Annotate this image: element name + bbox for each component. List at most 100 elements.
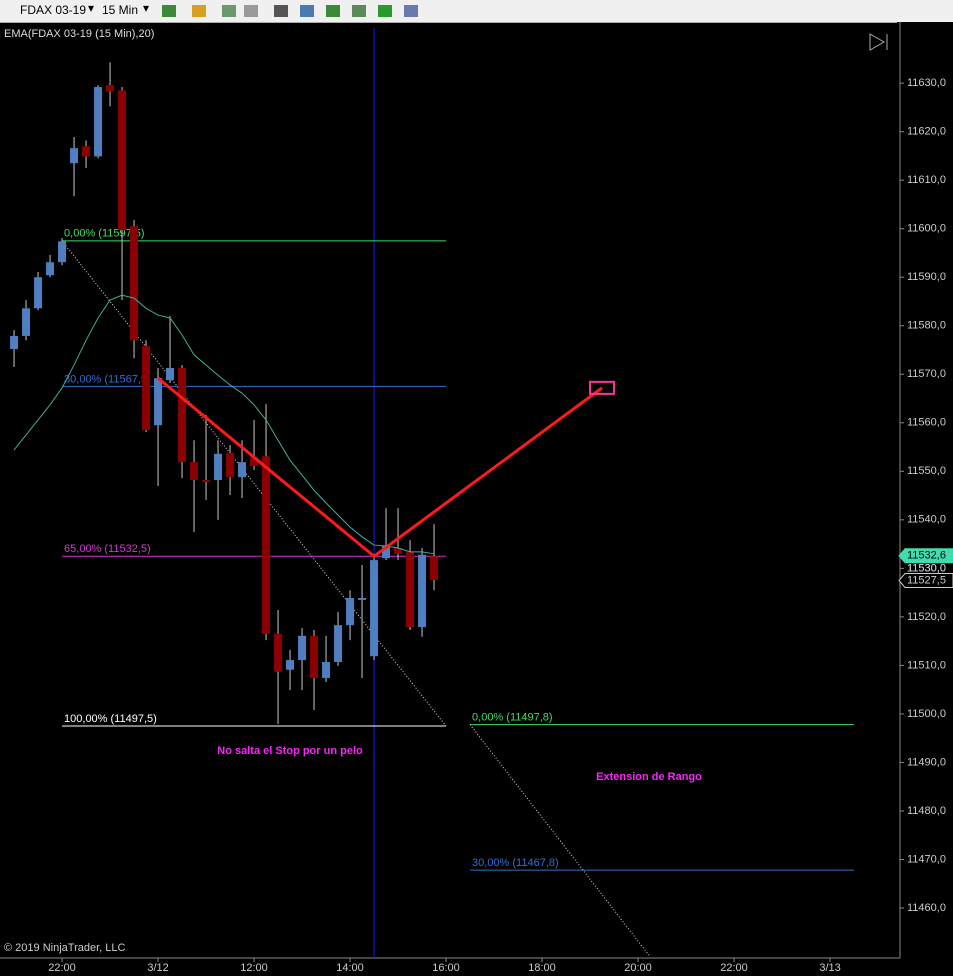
dropdown-arrow[interactable]: ▾ [88, 1, 95, 15]
plot-area: 0,00% (11597,5) 30,00% (11567,5) 65,00% (1… [10, 28, 855, 958]
price-axis [897, 22, 953, 976]
candle-body [10, 335, 19, 350]
toolbar-icons [162, 5, 418, 17]
candle-body [226, 452, 235, 478]
properties-icon[interactable] [404, 5, 418, 17]
x-tick-label: 22:00 [48, 962, 76, 974]
candle-body [34, 277, 43, 309]
candle-body [70, 148, 79, 164]
candle-body [94, 87, 103, 157]
copyright: © 2019 NinjaTrader, LLC [4, 942, 125, 954]
y-tick-label: 11520,0 [907, 611, 946, 623]
indicator-label: EMA(FDAX 03-19 (15 Min),20) [4, 28, 154, 40]
candle-body [202, 480, 211, 482]
candle-body [346, 597, 355, 626]
trend-line [469, 724, 651, 957]
strategies-icon[interactable] [352, 5, 366, 17]
dropdown-arrow[interactable]: ▾ [143, 1, 150, 15]
annotation: Extension de Rango [596, 771, 702, 783]
y-tick-label: 11610,0 [907, 174, 946, 186]
candle-body [382, 546, 391, 559]
drawn-path [157, 376, 603, 559]
x-tick-label: 14:00 [336, 962, 364, 974]
path-end-marker [589, 380, 616, 395]
scroll-end-button[interactable] [869, 33, 888, 51]
price-marker [898, 548, 953, 564]
candle-body [178, 367, 187, 463]
candle-body [358, 597, 367, 600]
candle-body [262, 456, 271, 634]
fib-label: 65,00% (11532,5) [64, 543, 151, 555]
price-marker-label: 11532,6 [907, 550, 946, 562]
candle-body [46, 262, 55, 276]
price-marker-label: 11527,5 [907, 574, 946, 586]
candle-body [82, 146, 91, 157]
y-tick-label: 11630,0 [907, 77, 946, 89]
draw-icon[interactable] [192, 5, 206, 17]
candle-body [118, 90, 127, 231]
candle-body [142, 346, 151, 431]
fib-label: 0,00% (11497,8) [472, 712, 553, 724]
ema-line [13, 294, 435, 555]
candle-body [190, 462, 199, 481]
interval-selector[interactable]: 15 Min [102, 3, 139, 17]
price-marker [898, 572, 953, 588]
y-tick-label: 11600,0 [907, 223, 946, 235]
crosshair-icon[interactable] [274, 5, 288, 17]
y-tick-label: 11590,0 [907, 271, 946, 283]
y-tick-label: 11470,0 [907, 853, 946, 865]
annotation: No salta el Stop por un pelo [217, 745, 363, 757]
indicators-icon[interactable] [326, 5, 340, 17]
zoom-icon[interactable] [222, 5, 236, 17]
fib-label: 30,00% (11567,5) [64, 373, 151, 385]
y-tick-label: 11500,0 [907, 708, 946, 720]
candle-body [274, 633, 283, 672]
y-tick-label: 11490,0 [907, 756, 946, 768]
fib-label: 0,00% (11597,5) [64, 228, 145, 240]
candle-body [370, 560, 379, 657]
candle-body [214, 453, 223, 481]
search-icon[interactable] [300, 5, 314, 17]
chart-style-icon[interactable] [162, 5, 176, 17]
candle-body [130, 226, 139, 341]
x-tick-label: 22:00 [720, 962, 748, 974]
candle-body [430, 556, 439, 581]
y-tick-label: 11540,0 [907, 514, 946, 526]
fib-label: 30,00% (11467,8) [472, 857, 559, 869]
x-tick-label: 18:00 [528, 962, 556, 974]
y-tick-label: 11570,0 [907, 368, 946, 380]
x-tick-label: 3/13 [819, 962, 840, 974]
y-tick-label: 11550,0 [907, 465, 946, 477]
y-tick-label: 11460,0 [907, 902, 946, 914]
trade-icon[interactable] [378, 5, 392, 17]
y-tick-label: 11530,0 [907, 562, 946, 574]
candle-body [22, 308, 31, 336]
candle-body [154, 378, 163, 426]
fib-label: 100,00% (11497,5) [64, 713, 157, 725]
x-tick-label: 12:00 [240, 962, 268, 974]
candle-body [418, 554, 427, 628]
candle-body [250, 457, 259, 466]
candle-body [298, 635, 307, 661]
candle-body [334, 625, 343, 663]
candle-body [58, 241, 67, 263]
zoom-out-icon[interactable] [244, 5, 258, 17]
candle-body [310, 635, 319, 679]
price-marker-label: 11530,0 [907, 562, 946, 574]
y-tick-label: 11580,0 [907, 320, 946, 332]
y-tick-label: 11510,0 [907, 659, 946, 671]
candle-body [322, 662, 331, 679]
candle-body [286, 660, 295, 670]
toolbar: FDAX 03-19 ▾ 15 Min ▾ [0, 0, 953, 23]
candle-body [238, 462, 247, 478]
candle-body [394, 547, 403, 554]
x-tick-label: 20:00 [624, 962, 652, 974]
candle-body [106, 85, 115, 92]
instrument-selector[interactable]: FDAX 03-19 [20, 3, 87, 17]
y-tick-label: 11560,0 [907, 417, 946, 429]
x-tick-label: 16:00 [432, 962, 460, 974]
y-tick-label: 11480,0 [907, 805, 946, 817]
chart: EMA(FDAX 03-19 (15 Min),20) © 2019 Ninja… [0, 22, 953, 976]
trend-line [61, 240, 447, 727]
